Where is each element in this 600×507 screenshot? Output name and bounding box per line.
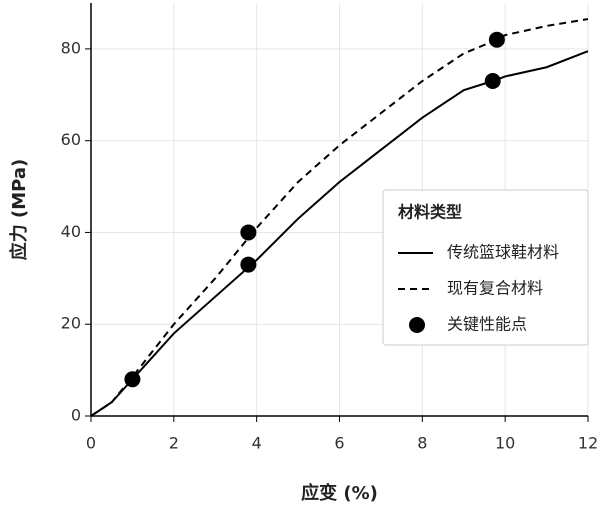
x-tick-label: 10 — [495, 434, 515, 453]
y-tick-label: 80 — [61, 38, 81, 57]
legend-marker — [409, 317, 425, 333]
x-tick-label: 0 — [86, 434, 96, 453]
x-tick-label: 12 — [578, 434, 598, 453]
point — [488, 31, 505, 48]
x-tick-label: 4 — [252, 434, 262, 453]
legend-box — [382, 189, 589, 346]
y-tick-label: 60 — [61, 130, 81, 149]
y-axis-label: 应力 (MPa) — [8, 159, 30, 261]
legend-label: 传统篮球鞋材料 — [447, 243, 559, 262]
y-tick-label: 0 — [71, 406, 81, 425]
point — [240, 224, 257, 241]
legend-label: 关键性能点 — [447, 315, 527, 334]
point — [240, 256, 257, 273]
x-tick-label: 8 — [417, 434, 427, 453]
line — [90, 50, 589, 417]
point — [484, 73, 501, 90]
point — [124, 371, 141, 388]
y-tick-label: 40 — [61, 222, 81, 241]
y-tick-label: 20 — [61, 314, 81, 333]
x-tick-label: 6 — [334, 434, 344, 453]
x-tick-label: 2 — [169, 434, 179, 453]
legend-title: 材料类型 — [398, 203, 462, 222]
legend-label: 现有复合材料 — [447, 279, 543, 298]
x-axis-label: 应变 (%) — [301, 482, 378, 504]
